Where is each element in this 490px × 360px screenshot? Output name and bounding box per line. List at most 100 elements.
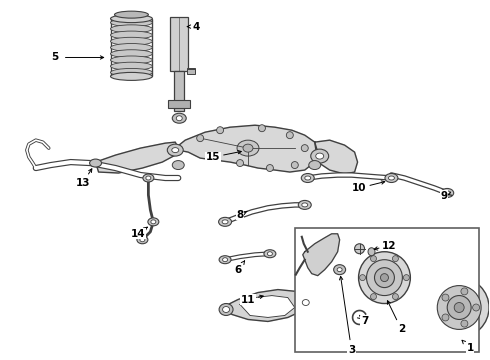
- Ellipse shape: [111, 19, 152, 27]
- Ellipse shape: [111, 15, 152, 23]
- Ellipse shape: [172, 148, 179, 153]
- Ellipse shape: [111, 37, 152, 45]
- Ellipse shape: [222, 220, 228, 224]
- Ellipse shape: [264, 250, 276, 258]
- Circle shape: [454, 302, 464, 312]
- Ellipse shape: [311, 149, 329, 163]
- Circle shape: [370, 256, 376, 262]
- Polygon shape: [222, 289, 310, 321]
- Text: 10: 10: [352, 183, 367, 193]
- Polygon shape: [315, 140, 358, 174]
- Ellipse shape: [111, 56, 152, 64]
- Ellipse shape: [140, 238, 145, 242]
- Ellipse shape: [111, 31, 152, 39]
- Ellipse shape: [243, 144, 253, 152]
- Ellipse shape: [302, 300, 309, 306]
- Text: 2: 2: [398, 324, 405, 334]
- Ellipse shape: [368, 248, 375, 256]
- Ellipse shape: [299, 297, 313, 309]
- Circle shape: [442, 294, 449, 301]
- Circle shape: [374, 268, 394, 288]
- Bar: [111, 19, 152, 76]
- Circle shape: [442, 314, 449, 321]
- Ellipse shape: [111, 25, 152, 33]
- Ellipse shape: [441, 189, 454, 197]
- Ellipse shape: [111, 72, 152, 80]
- Ellipse shape: [111, 44, 152, 51]
- Ellipse shape: [219, 256, 231, 264]
- Ellipse shape: [167, 144, 183, 156]
- Circle shape: [403, 275, 409, 280]
- Circle shape: [461, 288, 468, 295]
- Circle shape: [360, 275, 366, 280]
- Ellipse shape: [385, 174, 398, 183]
- Ellipse shape: [268, 252, 272, 256]
- Ellipse shape: [302, 203, 308, 207]
- Ellipse shape: [111, 50, 152, 58]
- Ellipse shape: [219, 217, 232, 226]
- Circle shape: [267, 165, 273, 171]
- Ellipse shape: [301, 174, 314, 183]
- Ellipse shape: [309, 161, 321, 170]
- Text: 7: 7: [361, 316, 368, 327]
- Ellipse shape: [172, 113, 186, 123]
- Ellipse shape: [172, 161, 184, 170]
- Ellipse shape: [237, 140, 259, 156]
- Circle shape: [212, 154, 219, 162]
- Text: 13: 13: [75, 178, 90, 188]
- Text: 8: 8: [236, 210, 244, 220]
- Circle shape: [237, 159, 244, 167]
- Text: 5: 5: [51, 53, 58, 63]
- Circle shape: [286, 132, 294, 139]
- Ellipse shape: [137, 236, 148, 244]
- Ellipse shape: [337, 268, 342, 272]
- Bar: [187, 68, 195, 75]
- Circle shape: [301, 145, 308, 152]
- Ellipse shape: [115, 11, 148, 18]
- Polygon shape: [175, 125, 318, 172]
- Text: 9: 9: [441, 191, 448, 201]
- Ellipse shape: [222, 258, 227, 262]
- Ellipse shape: [151, 220, 156, 224]
- Text: 6: 6: [234, 265, 242, 275]
- Circle shape: [429, 278, 489, 337]
- Ellipse shape: [143, 174, 154, 182]
- Ellipse shape: [334, 265, 345, 275]
- Ellipse shape: [298, 201, 311, 210]
- Circle shape: [196, 135, 204, 141]
- Ellipse shape: [176, 116, 182, 121]
- Polygon shape: [303, 234, 340, 276]
- Ellipse shape: [444, 191, 450, 195]
- Ellipse shape: [389, 176, 394, 180]
- Circle shape: [370, 294, 376, 300]
- Ellipse shape: [111, 68, 152, 76]
- Ellipse shape: [146, 176, 151, 180]
- Circle shape: [392, 256, 398, 262]
- Circle shape: [367, 260, 402, 296]
- Circle shape: [447, 296, 471, 319]
- Circle shape: [437, 285, 481, 329]
- Text: 3: 3: [348, 345, 355, 355]
- Circle shape: [217, 127, 223, 134]
- Text: 15: 15: [206, 152, 220, 162]
- Text: 11: 11: [241, 294, 255, 305]
- Polygon shape: [96, 142, 178, 173]
- Ellipse shape: [111, 62, 152, 70]
- Circle shape: [461, 320, 468, 327]
- Circle shape: [473, 304, 480, 311]
- Text: 4: 4: [193, 22, 200, 32]
- Polygon shape: [240, 296, 295, 318]
- Circle shape: [380, 274, 389, 282]
- Bar: [168, 100, 190, 108]
- Bar: [295, 228, 479, 352]
- Circle shape: [392, 294, 398, 300]
- Circle shape: [292, 162, 298, 168]
- Text: 12: 12: [382, 241, 397, 251]
- Bar: [174, 71, 184, 111]
- Ellipse shape: [305, 176, 311, 180]
- Text: 14: 14: [131, 229, 146, 239]
- Ellipse shape: [219, 303, 233, 315]
- Bar: [171, 17, 188, 71]
- Text: 1: 1: [466, 343, 474, 354]
- Ellipse shape: [90, 159, 101, 167]
